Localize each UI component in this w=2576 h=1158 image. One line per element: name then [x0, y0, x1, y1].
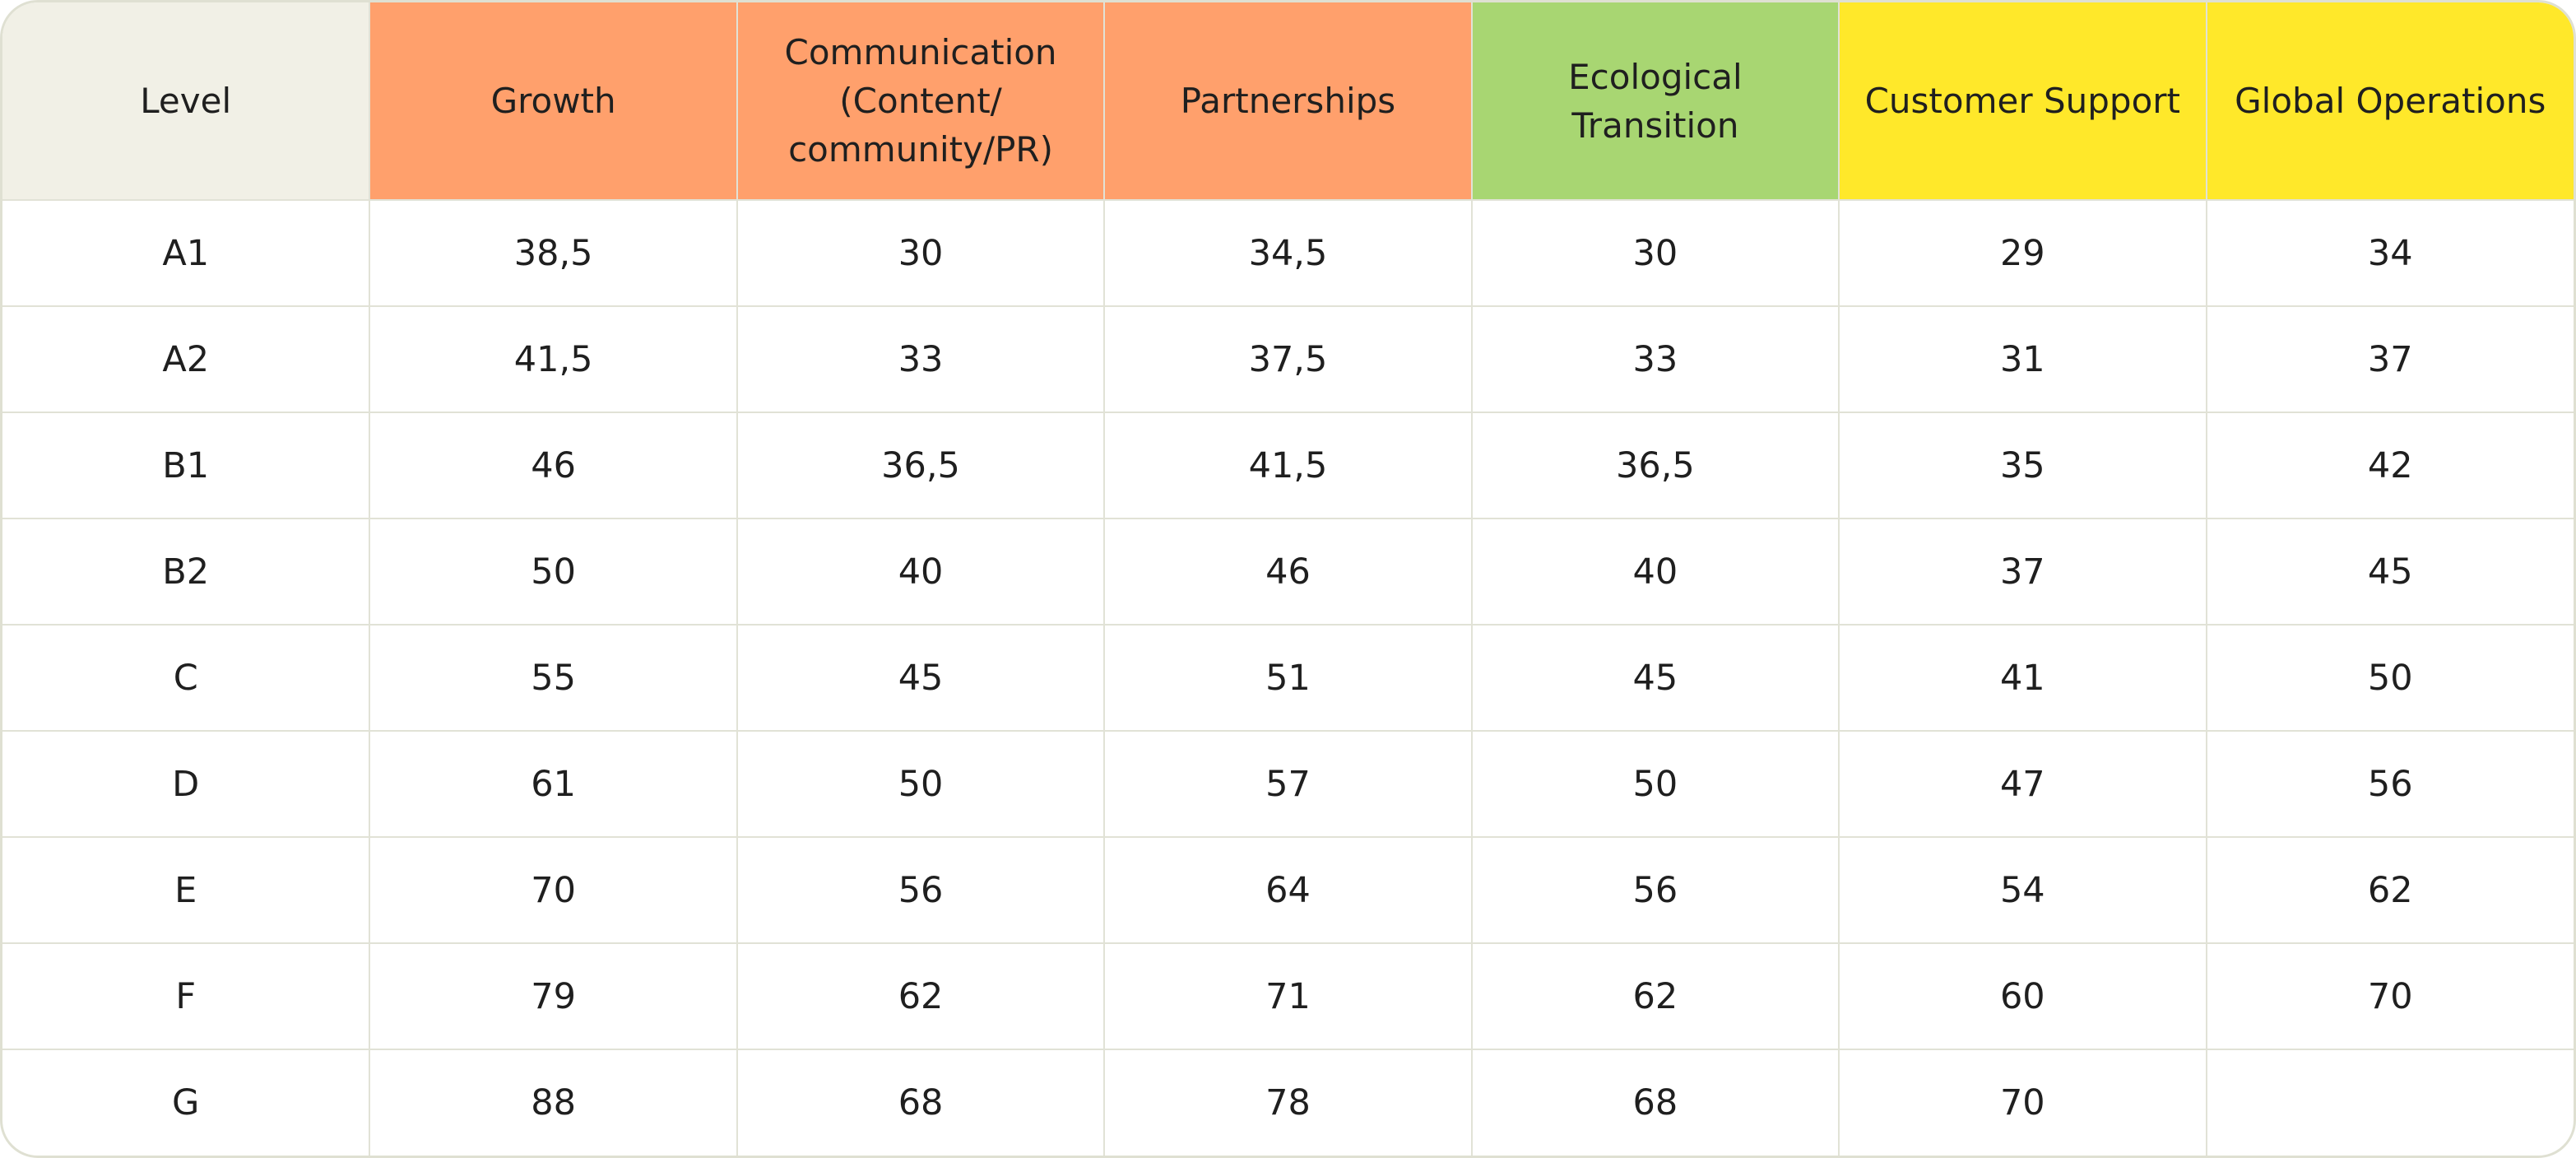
- level-cell: A1: [2, 199, 371, 307]
- value-cell: 68: [1470, 1049, 1840, 1156]
- table-row: G 88 68 78 68 70: [2, 1049, 2574, 1156]
- value-cell: 56: [736, 836, 1106, 944]
- value-cell: 41,5: [369, 305, 738, 413]
- level-cell: C: [2, 624, 371, 732]
- value-cell: 57: [1103, 730, 1473, 838]
- value-cell: 38,5: [369, 199, 738, 307]
- header-label: Communication (Content/ community/PR): [784, 32, 1057, 170]
- value-cell: 60: [1838, 942, 2207, 1050]
- value-cell: 30: [1470, 199, 1840, 307]
- value-cell: 35: [1838, 412, 2207, 519]
- header-ecological-transition: Ecological Transition: [1470, 2, 1840, 201]
- value-cell: 37,5: [1103, 305, 1473, 413]
- value-cell: 50: [736, 730, 1106, 838]
- table-row: A2 41,5 33 37,5 33 31 37: [2, 305, 2574, 413]
- value-cell: 70: [1838, 1049, 2207, 1156]
- header-row: Level Growth Communication (Content/ com…: [2, 2, 2574, 201]
- value-cell: 70: [2205, 942, 2574, 1050]
- value-cell: 37: [1838, 518, 2207, 626]
- value-cell: 34,5: [1103, 199, 1473, 307]
- value-cell: 79: [369, 942, 738, 1050]
- value-cell: 34: [2205, 199, 2574, 307]
- table-body: A1 38,5 30 34,5 30 29 34 A2 41,5 33 37,5 33 31 37 B1 46…: [2, 199, 2574, 1156]
- value-cell: 33: [736, 305, 1106, 413]
- value-cell: 62: [2205, 836, 2574, 944]
- value-cell: 40: [1470, 518, 1840, 626]
- value-cell: 62: [1470, 942, 1840, 1050]
- value-cell: 29: [1838, 199, 2207, 307]
- level-cell: A2: [2, 305, 371, 413]
- value-cell: [2205, 1049, 2574, 1156]
- value-cell: 36,5: [736, 412, 1106, 519]
- header-level: Level: [2, 2, 371, 201]
- value-cell: 70: [369, 836, 738, 944]
- value-cell: 33: [1470, 305, 1840, 413]
- table-row: E 70 56 64 56 54 62: [2, 836, 2574, 944]
- header-label: Level: [140, 81, 232, 121]
- value-cell: 55: [369, 624, 738, 732]
- value-cell: 36,5: [1470, 412, 1840, 519]
- header-customer-support: Customer Support: [1838, 2, 2207, 201]
- value-cell: 78: [1103, 1049, 1473, 1156]
- level-cell: E: [2, 836, 371, 944]
- header-growth: Growth: [369, 2, 738, 201]
- value-cell: 41: [1838, 624, 2207, 732]
- table-row: B2 50 40 46 40 37 45: [2, 518, 2574, 626]
- value-cell: 54: [1838, 836, 2207, 944]
- value-cell: 41,5: [1103, 412, 1473, 519]
- level-cell: F: [2, 942, 371, 1050]
- value-cell: 61: [369, 730, 738, 838]
- level-cell: B1: [2, 412, 371, 519]
- header-label: Partnerships: [1180, 81, 1396, 121]
- header-label: Global Operations: [2235, 81, 2546, 121]
- value-cell: 50: [369, 518, 738, 626]
- level-cell: B2: [2, 518, 371, 626]
- value-cell: 62: [736, 942, 1106, 1050]
- level-cell: G: [2, 1049, 371, 1156]
- table-row: C 55 45 51 45 41 50: [2, 624, 2574, 732]
- table-row: A1 38,5 30 34,5 30 29 34: [2, 199, 2574, 307]
- header-communication: Communication (Content/ community/PR): [736, 2, 1106, 201]
- value-cell: 40: [736, 518, 1106, 626]
- value-cell: 45: [1470, 624, 1840, 732]
- header-label: Growth: [490, 81, 616, 121]
- value-cell: 45: [2205, 518, 2574, 626]
- value-cell: 56: [1470, 836, 1840, 944]
- value-cell: 42: [2205, 412, 2574, 519]
- table-row: B1 46 36,5 41,5 36,5 35 42: [2, 412, 2574, 519]
- header-label: Customer Support: [1864, 81, 2181, 121]
- level-cell: D: [2, 730, 371, 838]
- value-cell: 68: [736, 1049, 1106, 1156]
- header-label: Ecological Transition: [1568, 56, 1743, 146]
- value-cell: 46: [1103, 518, 1473, 626]
- value-cell: 50: [1470, 730, 1840, 838]
- value-cell: 88: [369, 1049, 738, 1156]
- header-global-operations: Global Operations: [2205, 2, 2574, 201]
- value-cell: 71: [1103, 942, 1473, 1050]
- value-cell: 30: [736, 199, 1106, 307]
- value-cell: 47: [1838, 730, 2207, 838]
- value-cell: 64: [1103, 836, 1473, 944]
- value-cell: 50: [2205, 624, 2574, 732]
- value-cell: 46: [369, 412, 738, 519]
- table-row: F 79 62 71 62 60 70: [2, 942, 2574, 1050]
- value-cell: 51: [1103, 624, 1473, 732]
- value-cell: 37: [2205, 305, 2574, 413]
- value-cell: 31: [1838, 305, 2207, 413]
- value-cell: 56: [2205, 730, 2574, 838]
- value-cell: 45: [736, 624, 1106, 732]
- header-partnerships: Partnerships: [1103, 2, 1473, 201]
- table-row: D 61 50 57 50 47 56: [2, 730, 2574, 838]
